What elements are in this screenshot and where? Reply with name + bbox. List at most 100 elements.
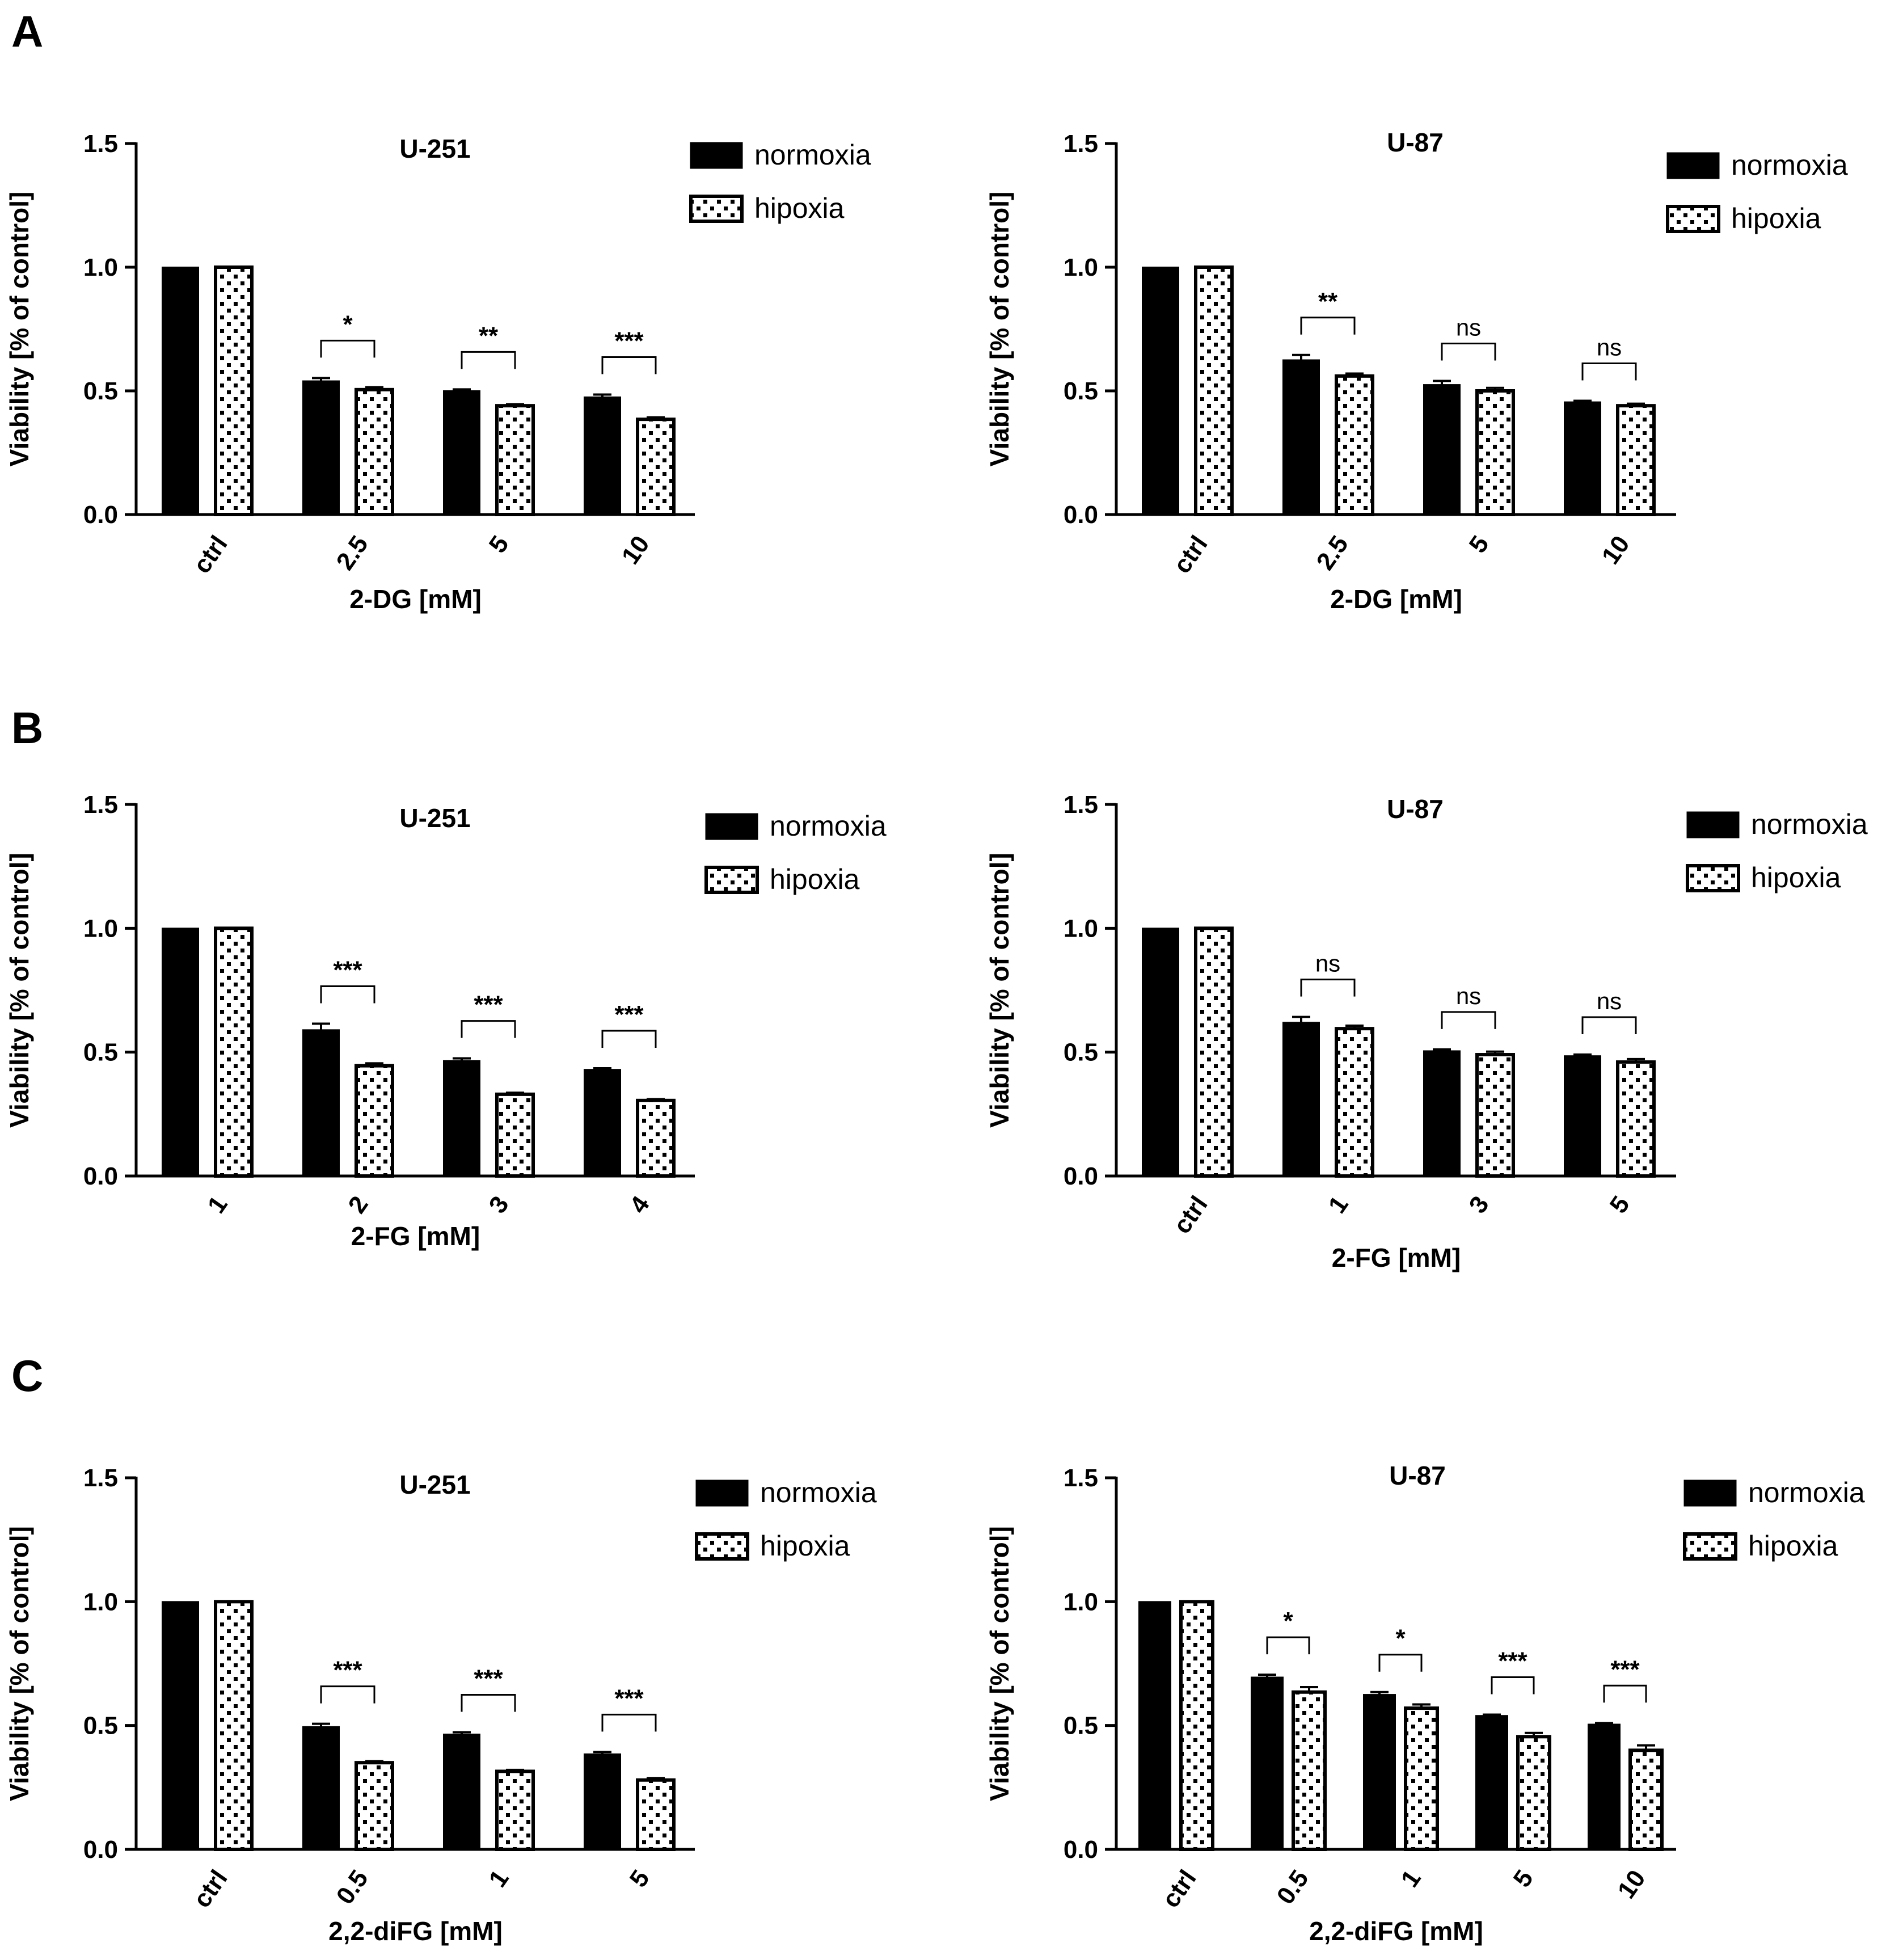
hypoxia-bar-5 (495, 404, 535, 516)
legend-swatch-hypoxia (1666, 205, 1720, 233)
legend-label-hypoxia: hipoxia (1748, 1530, 1838, 1562)
legend-label-hypoxia: hipoxia (1731, 203, 1821, 234)
significance-bracket (320, 985, 375, 1004)
panel-label-c: C (11, 1351, 43, 1401)
x-tick-label: 10 (617, 531, 655, 570)
significance-label: ** (1318, 288, 1338, 315)
hypoxia-bar-10 (636, 418, 676, 517)
x-axis-label: 2-DG [mM] (1330, 584, 1462, 614)
significance-label: ns (1597, 334, 1622, 360)
x-axis-label: 2-DG [mM] (349, 584, 482, 614)
legend-swatch-normoxia (690, 142, 743, 169)
y-tick-label: 0.0 (83, 501, 118, 529)
x-axis-label: 2-FG [mM] (351, 1221, 480, 1251)
y-tick-label: 0.0 (83, 1836, 118, 1864)
legend-label-hypoxia: hipoxia (770, 863, 860, 895)
normoxia-bar-1 (162, 928, 199, 1177)
x-tick-label: 0.5 (1272, 1865, 1314, 1910)
y-tick-label: 1.5 (83, 130, 118, 158)
legend-swatch-hypoxia (695, 1532, 749, 1561)
hypoxia-bar-2.5 (1335, 374, 1374, 517)
normoxia-bar-1 (443, 1733, 480, 1850)
y-tick-label: 1.5 (83, 1464, 118, 1492)
hypoxia-bar-3 (495, 1092, 535, 1178)
y-tick-label: 1.0 (1064, 1588, 1098, 1616)
significance-label: * (343, 310, 353, 338)
x-tick-label: 5 (1508, 1865, 1539, 1892)
significance-bracket (1491, 1676, 1535, 1695)
legend-swatch-hypoxia (1683, 1532, 1737, 1561)
legend: normoxia hipoxia (695, 1477, 877, 1562)
legend: normoxia hipoxia (704, 810, 887, 895)
chart-title: U-87 (1389, 1461, 1446, 1490)
legend-swatch-normoxia (1686, 811, 1740, 838)
normoxia-bar-ctrl (1142, 928, 1179, 1177)
normoxia-bar-1 (1363, 1694, 1396, 1850)
normoxia-bar-5 (584, 1753, 621, 1850)
hypoxia-bar-10 (1628, 1748, 1664, 1851)
significance-label: ** (479, 322, 499, 349)
normoxia-bar-ctrl (162, 267, 199, 515)
significance-label: *** (614, 1001, 644, 1029)
y-tick-label: 0.5 (1064, 377, 1098, 405)
normoxia-bar-5 (1475, 1715, 1508, 1850)
significance-bracket (1441, 343, 1496, 361)
normoxia-bar-1 (1282, 1022, 1320, 1177)
x-tick-label: ctrl (188, 1865, 233, 1913)
x-tick-label: 2 (343, 1191, 374, 1219)
y-axis-label: Viability [% of control] (5, 853, 34, 1128)
significance-bracket (320, 339, 375, 358)
x-tick-label: ctrl (1168, 531, 1213, 579)
hypoxia-bar-5 (1475, 389, 1515, 516)
hypoxia-bar-10 (1616, 404, 1656, 516)
significance-label: *** (1610, 1655, 1640, 1683)
significance-bracket (461, 1020, 516, 1038)
y-tick-label: 0.5 (83, 1039, 118, 1067)
x-tick-label: ctrl (1168, 1191, 1213, 1239)
hypoxia-bar-ctrl (1179, 1600, 1214, 1851)
x-tick-label: 1 (1396, 1865, 1427, 1892)
hypoxia-bar-1 (495, 1769, 535, 1851)
significance-label: *** (614, 327, 644, 355)
legend-swatch-normoxia (1683, 1480, 1737, 1507)
normoxia-bar-5 (1423, 384, 1461, 515)
x-axis-label: 2,2-diFG [mM] (1309, 1916, 1483, 1946)
significance-bracket (461, 1693, 516, 1712)
legend-label-hypoxia: hipoxia (1751, 862, 1841, 893)
normoxia-bar-ctrl (1138, 1601, 1171, 1850)
y-axis-label: Viability [% of control] (5, 192, 34, 467)
legend-label-hypoxia: hipoxia (760, 1530, 850, 1562)
significance-label: *** (474, 1664, 503, 1692)
y-tick-label: 0.0 (1064, 501, 1098, 529)
x-tick-label: 5 (624, 1865, 655, 1892)
significance-label: *** (474, 991, 503, 1019)
chart-c-u-87: 0.0 0.5 1.0 1.5 Viability [% of control] U-87… (985, 1461, 1865, 1946)
chart-title: U-251 (399, 134, 470, 163)
y-tick-label: 1.0 (83, 1588, 118, 1616)
panel-label-a: A (11, 6, 43, 56)
hypoxia-bar-2 (355, 1064, 394, 1178)
legend-swatch-hypoxia (689, 195, 744, 223)
significance-label: *** (333, 956, 362, 984)
normoxia-bar-10 (1588, 1723, 1621, 1851)
significance-label: *** (333, 1656, 362, 1684)
significance-label: ns (1456, 983, 1481, 1009)
x-tick-label: 2.5 (331, 531, 374, 575)
chart-title: U-251 (399, 803, 470, 833)
y-tick-label: 0.5 (83, 1712, 118, 1740)
hypoxia-bar-4 (636, 1098, 676, 1178)
normoxia-bar-0.5 (1251, 1676, 1284, 1850)
hypoxia-bar-5 (1616, 1060, 1656, 1178)
significance-bracket (1581, 1016, 1637, 1035)
normoxia-bar-3 (1423, 1050, 1461, 1177)
normoxia-bar-3 (443, 1060, 480, 1177)
significance-bracket (601, 1030, 657, 1048)
normoxia-bar-0.5 (302, 1726, 340, 1851)
y-tick-label: 1.5 (1064, 130, 1098, 158)
y-tick-label: 0.5 (1064, 1712, 1098, 1740)
normoxia-bar-2.5 (1282, 359, 1320, 515)
chart-b-u-87: 0.0 0.5 1.0 1.5 Viability [% of control] U-87… (985, 791, 1868, 1272)
y-tick-label: 1.0 (83, 254, 118, 281)
legend-swatch-normoxia (695, 1480, 749, 1507)
normoxia-bar-ctrl (162, 1601, 199, 1850)
